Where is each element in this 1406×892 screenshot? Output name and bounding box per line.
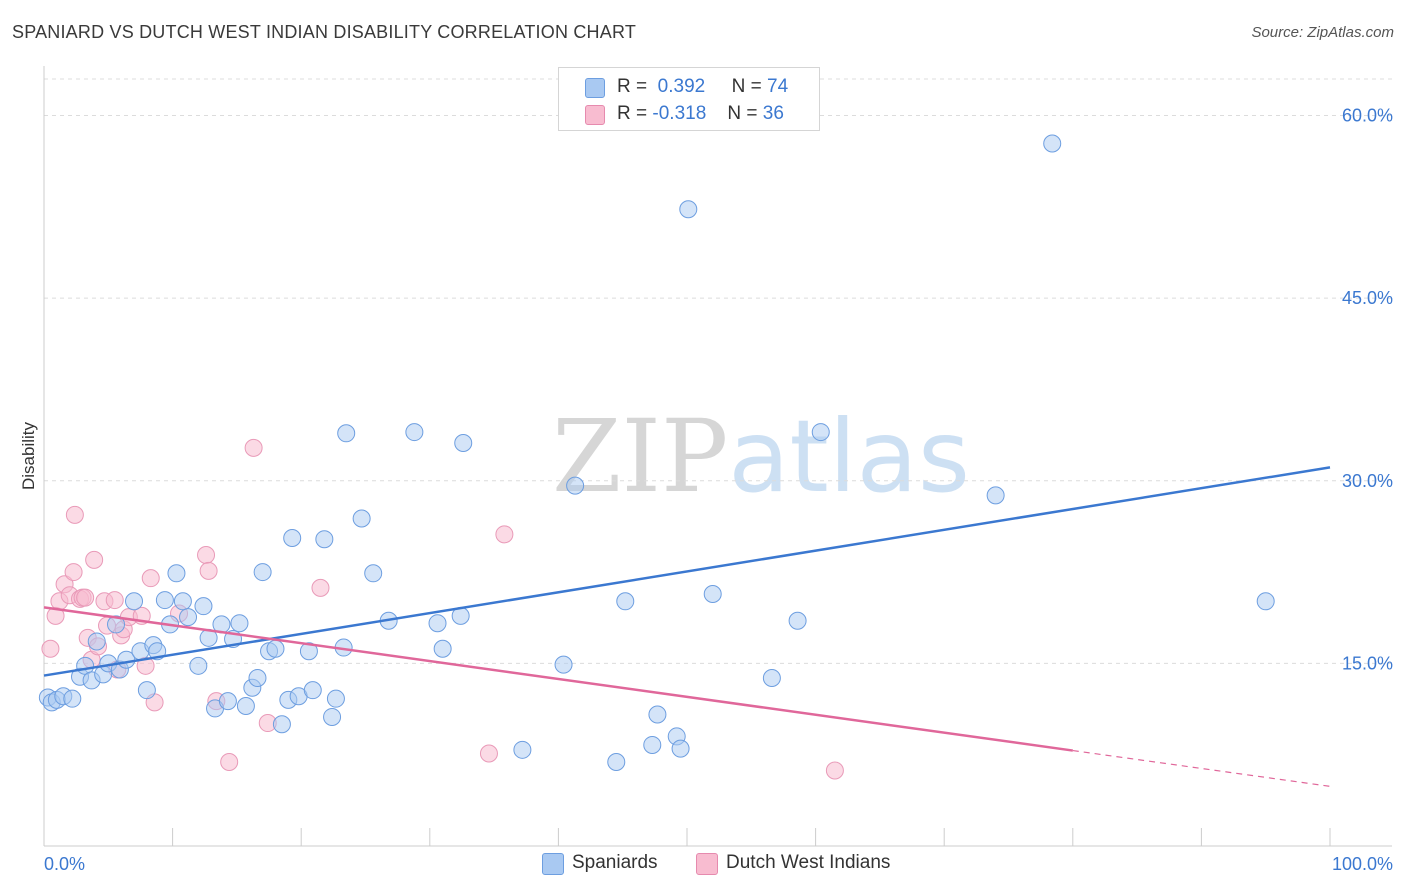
legend-r-label: R = — [617, 76, 648, 97]
trend-line-dutch-west-indians-extension — [1072, 749, 1331, 787]
data-point-spaniards — [616, 592, 635, 611]
data-point-spaniards — [679, 200, 698, 219]
data-point-spaniards — [218, 692, 237, 711]
data-point-spaniards — [266, 639, 285, 658]
data-point-spaniards — [337, 424, 356, 443]
data-point-spaniards — [811, 423, 830, 442]
data-point-spaniards — [253, 563, 272, 582]
data-point-dutch-west-indians — [311, 578, 330, 597]
y-tick-label: 45.0% — [1342, 288, 1393, 308]
data-point-spaniards — [405, 423, 424, 442]
data-point-spaniards — [454, 434, 473, 453]
legend-swatch-spaniards — [585, 78, 605, 98]
legend-n-label: N = — [731, 76, 762, 97]
legend-n-value-spaniards: 74 — [767, 76, 789, 97]
data-point-spaniards — [155, 591, 174, 610]
data-point-spaniards — [87, 632, 106, 651]
x-tick-label-min: 0.0% — [44, 854, 85, 874]
data-point-spaniards — [173, 592, 192, 611]
data-point-spaniards — [248, 668, 267, 687]
bottom-legend-swatch-spaniards — [542, 853, 564, 875]
legend-n-label: N = — [727, 103, 758, 124]
data-point-spaniards — [125, 592, 144, 611]
data-point-spaniards — [1256, 592, 1275, 611]
data-point-dutch-west-indians — [85, 550, 104, 569]
data-point-spaniards — [703, 584, 722, 603]
legend-r-value-dutch-west-indians: -0.318 — [652, 103, 707, 124]
series-spaniards — [38, 134, 1275, 771]
data-point-dutch-west-indians — [825, 761, 844, 780]
data-point-spaniards — [352, 509, 371, 528]
data-point-spaniards — [671, 739, 690, 758]
data-point-spaniards — [63, 689, 82, 708]
axes — [43, 66, 1392, 847]
data-point-spaniards — [283, 528, 302, 547]
data-point-spaniards — [762, 668, 781, 687]
data-point-dutch-west-indians — [105, 591, 124, 610]
legend-n-value-dutch-west-indians: 36 — [762, 103, 784, 124]
data-point-spaniards — [137, 681, 156, 700]
legend-r-value-spaniards: 0.392 — [657, 76, 706, 97]
legend-swatch-dutch-west-indians — [585, 105, 605, 125]
data-point-spaniards — [272, 715, 291, 734]
data-point-spaniards — [788, 611, 807, 630]
data-point-spaniards — [643, 735, 662, 754]
data-point-spaniards — [326, 689, 345, 708]
data-point-spaniards — [364, 564, 383, 583]
data-point-dutch-west-indians — [65, 505, 84, 524]
bottom-legend-swatch-dutch-west-indians — [696, 853, 718, 875]
data-point-spaniards — [167, 564, 186, 583]
grid-lines — [44, 78, 1392, 664]
data-point-spaniards — [554, 655, 573, 674]
trend-line-dutch-west-indians — [43, 606, 1073, 752]
data-point-spaniards — [179, 608, 198, 627]
y-tick-label: 15.0% — [1342, 653, 1393, 673]
y-axis-label: Disability — [19, 421, 38, 490]
data-point-dutch-west-indians — [64, 563, 83, 582]
data-point-dutch-west-indians — [199, 561, 218, 580]
correlation-legend: R = 0.392 N = 74 R = -0.318 N = 36 — [558, 67, 820, 131]
data-point-spaniards — [230, 614, 249, 633]
data-point-spaniards — [315, 530, 334, 549]
data-point-spaniards — [323, 707, 342, 726]
data-point-dutch-west-indians — [141, 569, 160, 588]
bottom-legend-label-dutch-west-indians: Dutch West Indians — [726, 852, 891, 873]
source-label: Source: ZipAtlas.com — [1251, 24, 1394, 41]
data-point-spaniards — [648, 705, 667, 724]
y-tick-label: 30.0% — [1342, 471, 1393, 491]
trend-lines — [43, 466, 1331, 787]
data-point-dutch-west-indians — [76, 588, 95, 607]
tick-labels: 15.0% 30.0% 45.0% 60.0% 0.0% 100.0% — [44, 106, 1393, 874]
data-point-spaniards — [194, 597, 213, 616]
data-point-spaniards — [433, 639, 452, 658]
x-tick-label-max: 100.0% — [1332, 854, 1393, 874]
legend-r-label: R = — [617, 103, 648, 124]
data-point-spaniards — [189, 656, 208, 675]
data-point-dutch-west-indians — [220, 752, 239, 771]
data-point-dutch-west-indians — [479, 744, 498, 763]
data-point-spaniards — [1043, 134, 1062, 153]
data-point-spaniards — [986, 486, 1005, 505]
series-dutch-west-indians — [41, 438, 844, 780]
data-point-dutch-west-indians — [244, 438, 263, 457]
data-point-spaniards — [513, 740, 532, 759]
data-point-spaniards — [607, 752, 626, 771]
chart-title: SPANIARD VS DUTCH WEST INDIAN DISABILITY… — [12, 22, 637, 42]
data-point-dutch-west-indians — [495, 525, 514, 544]
bottom-legend-label-spaniards: Spaniards — [572, 852, 658, 873]
data-point-dutch-west-indians — [41, 639, 60, 658]
data-point-spaniards — [107, 615, 126, 634]
data-point-spaniards — [428, 614, 447, 633]
y-tick-label: 60.0% — [1342, 106, 1393, 126]
data-point-spaniards — [299, 642, 318, 661]
data-point-dutch-west-indians — [197, 546, 216, 565]
data-point-spaniards — [303, 681, 322, 700]
trend-line-spaniards — [43, 466, 1331, 677]
data-point-spaniards — [566, 476, 585, 495]
data-point-spaniards — [236, 696, 255, 715]
